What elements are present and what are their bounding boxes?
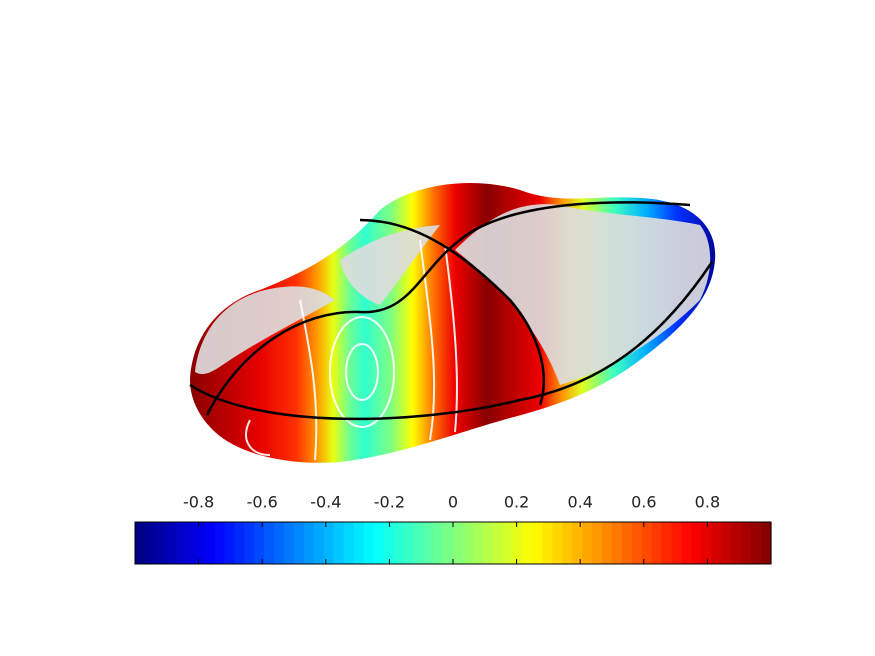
colorbar-band bbox=[234, 522, 245, 564]
colorbar-band bbox=[135, 522, 146, 564]
colorbar-band bbox=[333, 522, 345, 564]
colorbar-band bbox=[492, 522, 504, 564]
colorbar-band bbox=[214, 522, 226, 564]
colorbar-band bbox=[254, 522, 265, 564]
colorbar-band bbox=[363, 522, 375, 564]
colorbar-band bbox=[323, 522, 335, 564]
colorbar-frame bbox=[134, 521, 772, 565]
colorbar-band bbox=[621, 522, 633, 564]
colorbar-band bbox=[453, 522, 464, 564]
colorbar-band bbox=[552, 522, 563, 564]
colorbar-tick-label: -0.8 bbox=[183, 493, 214, 512]
colorbar-band bbox=[373, 522, 385, 564]
colorbar-band bbox=[711, 522, 722, 564]
colorbar-band bbox=[641, 522, 653, 564]
colorbar-band bbox=[343, 522, 355, 564]
colorbar-band bbox=[691, 522, 703, 564]
colorbar-band bbox=[751, 522, 762, 564]
colorbar-band bbox=[701, 522, 712, 564]
colorbar-tick-label: 0.2 bbox=[504, 493, 529, 512]
colorbar-tick-label: -0.4 bbox=[310, 493, 341, 512]
colorbar-band bbox=[661, 522, 673, 564]
colorbar-band bbox=[482, 522, 494, 564]
colorbar-band bbox=[443, 522, 454, 564]
boundary-curves bbox=[189, 201, 714, 421]
colorbar-tick-label: 0 bbox=[448, 493, 458, 512]
colorbar-band bbox=[631, 522, 643, 564]
colorbar-band bbox=[403, 522, 414, 564]
surface-patch bbox=[340, 225, 440, 305]
colorbar-band bbox=[592, 522, 603, 564]
colorbar-band bbox=[462, 522, 474, 564]
colorbar-band bbox=[244, 522, 255, 564]
colorbar-band bbox=[274, 522, 285, 564]
colorbar-band bbox=[413, 522, 424, 564]
colorbar-band bbox=[761, 522, 772, 564]
colorbar-tick-label: 0.8 bbox=[695, 493, 720, 512]
colorbar-band bbox=[264, 522, 275, 564]
colorbar-tick-label: 0.4 bbox=[567, 493, 592, 512]
colorbar-band bbox=[721, 522, 732, 564]
colorbar-band bbox=[294, 522, 305, 564]
colorbar-band bbox=[144, 522, 156, 564]
colorbar-band bbox=[502, 522, 514, 564]
colorbar-band bbox=[612, 522, 623, 564]
colorbar: -0.8 -0.6 -0.4 -0.2 0 0.2 0.4 0.6 0.8 bbox=[134, 493, 772, 565]
colorbar-tick-label: -0.6 bbox=[247, 493, 278, 512]
colorbar-band bbox=[532, 522, 544, 564]
colorbar-band bbox=[741, 522, 752, 564]
colorbar-band bbox=[353, 522, 365, 564]
colorbar-band bbox=[383, 522, 394, 564]
colorbar-tick-label: 0.6 bbox=[631, 493, 656, 512]
colorbar-band bbox=[423, 522, 434, 564]
colorbar-band bbox=[284, 522, 295, 564]
colorbar-band bbox=[731, 522, 742, 564]
colorbar-band bbox=[224, 522, 235, 564]
colorbar-band bbox=[164, 522, 176, 564]
colorbar-band bbox=[602, 522, 613, 564]
surface-patch bbox=[195, 286, 335, 375]
colorbar-band bbox=[512, 522, 524, 564]
colorbar-band bbox=[303, 522, 315, 564]
colorbar-band bbox=[313, 522, 325, 564]
colorbar-band bbox=[433, 522, 444, 564]
colorbar-band bbox=[671, 522, 683, 564]
colorbar-band bbox=[184, 522, 196, 564]
colorbar-band bbox=[562, 522, 573, 564]
colorbar-band bbox=[194, 522, 206, 564]
colorbar-band bbox=[542, 522, 553, 564]
colorbar-band bbox=[522, 522, 534, 564]
colorbar-tick-label: -0.2 bbox=[374, 493, 405, 512]
colorbar-band bbox=[154, 522, 166, 564]
colorbar-band bbox=[681, 522, 693, 564]
colorbar-band bbox=[174, 522, 186, 564]
colorbar-band bbox=[472, 522, 484, 564]
contours bbox=[245, 239, 458, 461]
colorbar-band bbox=[582, 522, 593, 564]
colorbar-band bbox=[393, 522, 404, 564]
colorbar-band bbox=[572, 522, 583, 564]
colorbar-band bbox=[204, 522, 216, 564]
surface bbox=[189, 182, 716, 463]
colorbar-band bbox=[651, 522, 663, 564]
